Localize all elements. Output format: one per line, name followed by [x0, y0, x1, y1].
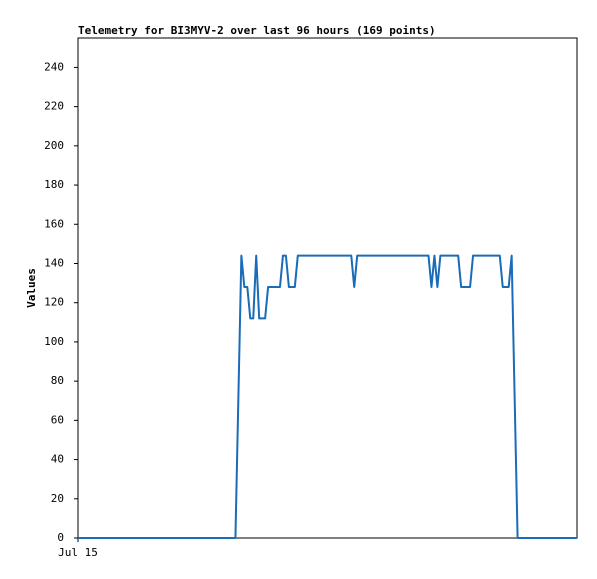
y-tick-label: 220 — [44, 100, 64, 113]
y-tick-label: 160 — [44, 217, 64, 230]
y-tick-label: 80 — [51, 374, 64, 387]
y-tick-label: 100 — [44, 335, 64, 348]
y-tick-label: 140 — [44, 256, 64, 269]
y-tick-label: 180 — [44, 178, 64, 191]
x-tick-label: Jul 15 — [58, 546, 98, 559]
y-tick-label: 40 — [51, 453, 64, 466]
y-tick-label: 60 — [51, 413, 64, 426]
y-tick-label: 200 — [44, 139, 64, 152]
data-line — [78, 254, 577, 539]
y-tick-label: 0 — [57, 531, 64, 544]
y-tick-label: 120 — [44, 296, 64, 309]
y-tick-label: 20 — [51, 492, 64, 505]
chart-title: Telemetry for BI3MYV-2 over last 96 hour… — [78, 24, 436, 37]
plot-frame — [77, 37, 578, 539]
y-tick-label: 240 — [44, 60, 64, 73]
y-axis-label: Values — [25, 268, 38, 308]
